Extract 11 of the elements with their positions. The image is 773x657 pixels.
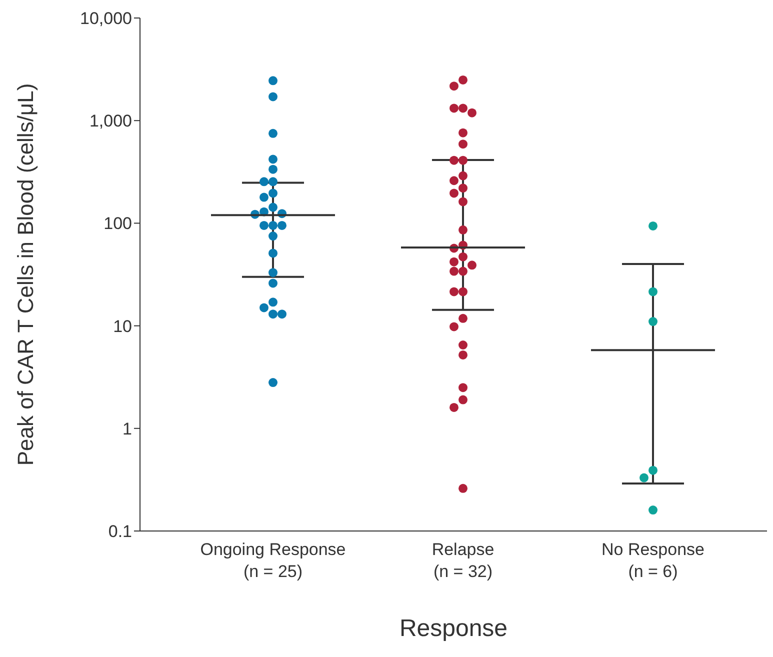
- y-tick-label: 100: [104, 214, 132, 234]
- x-tick-label: No Response (n = 6): [601, 540, 705, 581]
- y-tick-label: 1,000: [89, 112, 132, 131]
- x-tick-label: Ongoing Response (n = 25): [200, 540, 346, 581]
- y-tick-label: 0.1: [108, 522, 132, 542]
- x-axis-title: Response: [398, 615, 509, 643]
- x-tick-label: Relapse (n = 32): [432, 540, 494, 581]
- y-tick-label: 10: [113, 316, 132, 336]
- y-tick-label: 1: [122, 419, 132, 438]
- y-axis-title: Peak of CAR T Cells in Blood (cells/μL): [12, 83, 38, 466]
- y-tick-label: 10,000: [80, 9, 132, 28]
